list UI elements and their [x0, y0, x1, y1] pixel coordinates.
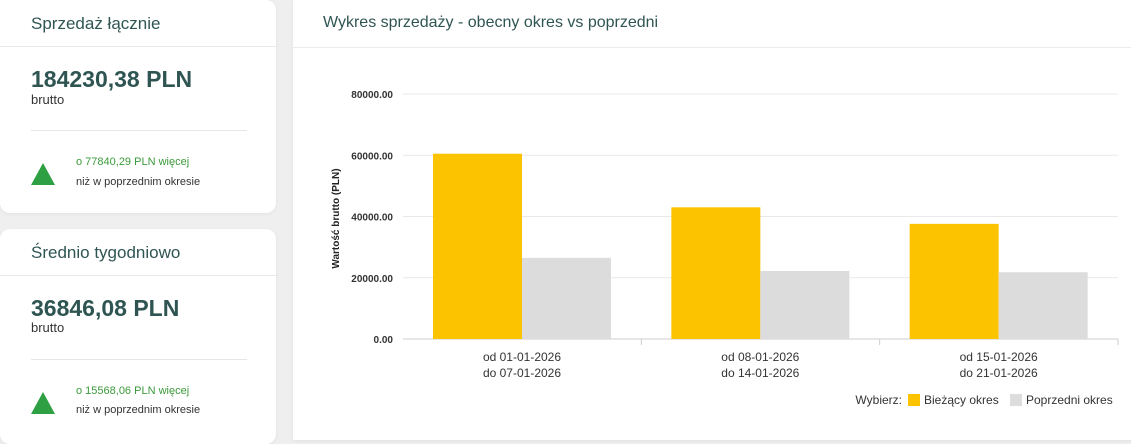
- delta-description: niż w poprzednim okresie: [76, 404, 201, 416]
- x-tick-label: od 15-01-2026: [960, 350, 1038, 364]
- bar-current: [909, 223, 999, 339]
- bar-previous: [522, 257, 611, 339]
- y-tick-label: 80000.00: [351, 90, 393, 101]
- legend-swatch-current[interactable]: [908, 394, 920, 406]
- x-tick-label: do 07-01-2026: [483, 366, 561, 380]
- weekly-average-card: Średnio tygodniowo 36846,08 PLN brutto o…: [0, 229, 276, 444]
- legend-prefix: Wybierz:: [855, 393, 902, 407]
- bar-current: [671, 207, 761, 339]
- divider: [293, 47, 1131, 48]
- x-tick-label: od 01-01-2026: [483, 350, 561, 364]
- arrow-up-icon: [31, 163, 55, 185]
- delta-amount: o 15568,06 PLN więcej: [76, 385, 190, 397]
- legend-swatch-previous[interactable]: [1010, 394, 1022, 406]
- y-tick-label: 40000.00: [351, 213, 393, 224]
- x-tick-label: do 21-01-2026: [960, 366, 1038, 380]
- y-tick-label: 60000.00: [351, 151, 393, 162]
- y-tick-label: 0.00: [374, 335, 394, 346]
- sales-chart-card: Wykres sprzedaży - obecny okres vs poprz…: [293, 0, 1131, 440]
- legend-item-current[interactable]: Bieżący okres: [924, 393, 999, 407]
- arrow-up-icon: [31, 392, 55, 414]
- card-title: Średnio tygodniowo: [0, 229, 276, 276]
- divider: [31, 359, 247, 360]
- sales-bar-chart: 0.00 20000.00 40000.00 60000.00 80000.00 Wart…: [331, 90, 1119, 407]
- chart-title: Wykres sprzedaży - obecny okres vs poprz…: [323, 14, 659, 31]
- total-sales-value: 184230,38 PLN: [31, 66, 193, 92]
- x-tick-label: od 08-01-2026: [721, 350, 799, 364]
- delta-description: niż w poprzednim okresie: [76, 176, 201, 188]
- legend-item-previous[interactable]: Poprzedni okres: [1026, 393, 1113, 407]
- total-sales-card: Sprzedaż łącznie 184230,38 PLN brutto o …: [0, 0, 276, 213]
- value-label: brutto: [31, 320, 65, 335]
- y-axis-label: Wartość brutto (PLN): [331, 168, 342, 268]
- divider: [31, 130, 247, 131]
- x-tick-label: do 14-01-2026: [721, 366, 799, 380]
- weekly-average-value: 36846,08 PLN: [31, 295, 180, 321]
- bar-previous: [760, 271, 850, 339]
- value-label: brutto: [31, 92, 65, 107]
- delta-amount: o 77840,29 PLN więcej: [76, 156, 190, 168]
- card-title: Sprzedaż łącznie: [0, 0, 276, 47]
- y-tick-label: 20000.00: [351, 274, 393, 285]
- bar-previous: [998, 272, 1088, 339]
- bar-current: [433, 153, 522, 339]
